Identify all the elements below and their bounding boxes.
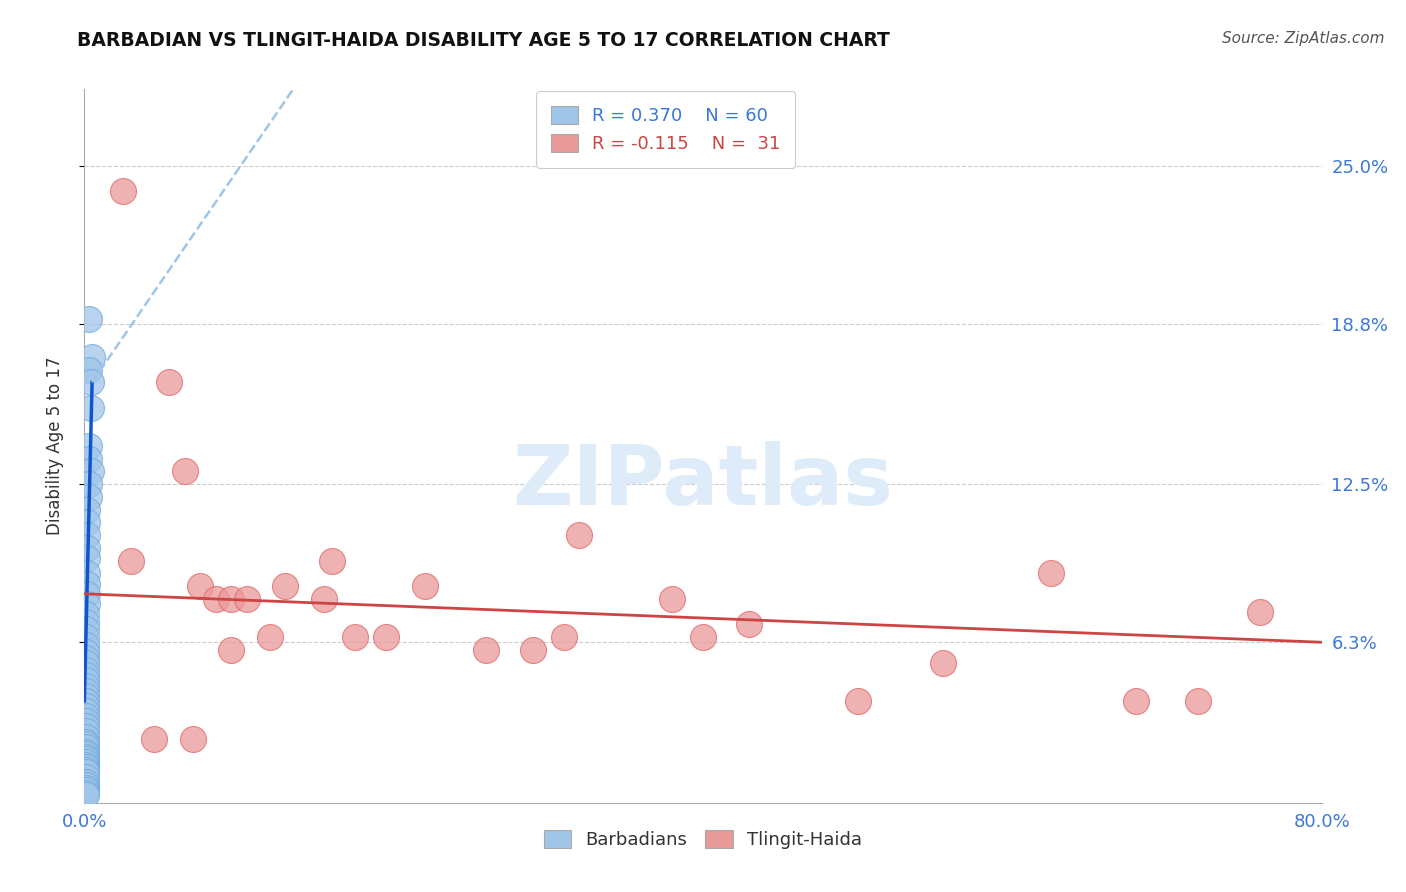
Legend: Barbadians, Tlingit-Haida: Barbadians, Tlingit-Haida	[534, 821, 872, 858]
Point	[846, 694, 869, 708]
Point	[77, 311, 100, 326]
Point	[75, 747, 97, 762]
Point	[75, 615, 97, 629]
Point	[77, 490, 100, 504]
Point	[75, 623, 97, 637]
Point	[75, 683, 97, 698]
Text: BARBADIAN VS TLINGIT-HAIDA DISABILITY AGE 5 TO 17 CORRELATION CHART: BARBADIAN VS TLINGIT-HAIDA DISABILITY AG…	[77, 31, 890, 50]
Point	[661, 591, 683, 606]
Point	[75, 739, 97, 754]
Point	[75, 765, 97, 780]
Point	[75, 755, 97, 769]
Point	[235, 591, 259, 606]
Point	[75, 763, 97, 777]
Y-axis label: Disability Age 5 to 17: Disability Age 5 to 17	[45, 357, 63, 535]
Point	[76, 528, 98, 542]
Point	[75, 788, 97, 802]
Point	[79, 376, 101, 390]
Point	[738, 617, 761, 632]
Point	[75, 673, 97, 688]
Point	[82, 350, 104, 364]
Point	[120, 554, 142, 568]
Point	[75, 724, 97, 739]
Point	[932, 656, 955, 670]
Point	[75, 778, 97, 792]
Point	[79, 401, 101, 415]
Point	[77, 451, 100, 466]
Point	[374, 630, 398, 644]
Point	[76, 541, 98, 555]
Point	[76, 566, 98, 581]
Point	[77, 439, 100, 453]
Point	[205, 591, 228, 606]
Point	[259, 630, 281, 644]
Point	[181, 732, 204, 747]
Point	[188, 579, 211, 593]
Point	[75, 719, 97, 733]
Point	[1187, 694, 1209, 708]
Point	[75, 770, 97, 784]
Point	[75, 607, 97, 622]
Point	[553, 630, 575, 644]
Point	[75, 663, 97, 677]
Point	[112, 184, 135, 198]
Point	[159, 376, 180, 390]
Point	[75, 704, 97, 718]
Point	[75, 694, 97, 708]
Point	[75, 698, 97, 713]
Text: Source: ZipAtlas.com: Source: ZipAtlas.com	[1222, 31, 1385, 46]
Point	[75, 734, 97, 748]
Point	[1125, 694, 1147, 708]
Text: ZIPatlas: ZIPatlas	[513, 442, 893, 522]
Point	[75, 668, 97, 682]
Point	[75, 780, 97, 795]
Point	[75, 737, 97, 751]
Point	[75, 650, 97, 665]
Point	[75, 783, 97, 797]
Point	[1039, 566, 1063, 581]
Point	[77, 477, 100, 491]
Point	[219, 591, 242, 606]
Point	[343, 630, 366, 644]
Point	[75, 786, 97, 800]
Point	[75, 689, 97, 703]
Point	[522, 643, 544, 657]
Point	[274, 579, 297, 593]
Point	[75, 752, 97, 766]
Point	[76, 551, 98, 566]
Point	[79, 465, 101, 479]
Point	[174, 465, 197, 479]
Point	[475, 643, 498, 657]
Point	[413, 579, 436, 593]
Point	[76, 502, 98, 516]
Point	[692, 630, 714, 644]
Point	[312, 591, 335, 606]
Point	[76, 516, 98, 530]
Point	[75, 775, 97, 789]
Point	[75, 760, 97, 774]
Point	[75, 750, 97, 764]
Point	[321, 554, 343, 568]
Point	[76, 587, 98, 601]
Point	[75, 709, 97, 723]
Point	[77, 362, 100, 376]
Point	[75, 679, 97, 693]
Point	[76, 597, 98, 611]
Point	[75, 645, 97, 659]
Point	[568, 528, 591, 542]
Point	[76, 576, 98, 591]
Point	[75, 757, 97, 772]
Point	[75, 638, 97, 652]
Point	[219, 643, 242, 657]
Point	[75, 730, 97, 744]
Point	[75, 714, 97, 729]
Point	[143, 732, 166, 747]
Point	[75, 745, 97, 759]
Point	[1249, 605, 1271, 619]
Point	[75, 630, 97, 644]
Point	[75, 656, 97, 670]
